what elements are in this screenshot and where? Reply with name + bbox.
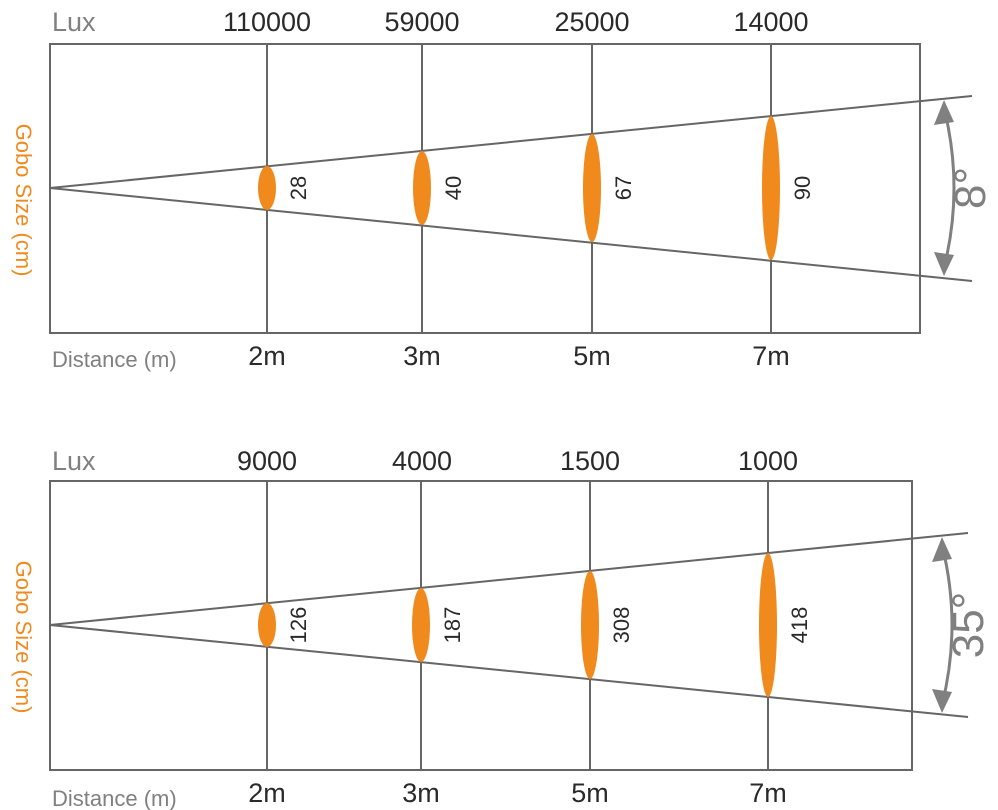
lux-value-2m: 110000 [223, 7, 311, 37]
gobo-size-7m: 90 [790, 176, 815, 200]
lux-value-7m: 1000 [738, 446, 798, 476]
beam-angle-label: 35° [944, 592, 993, 659]
y-axis-label: Gobo Size (cm) [11, 561, 36, 714]
lux-header: Lux [52, 446, 96, 476]
gobo-spot-5m [581, 571, 599, 679]
y-axis-label: Gobo Size (cm) [11, 124, 36, 277]
x-axis-label: Distance (m) [52, 347, 177, 372]
gobo-size-2m: 126 [286, 607, 311, 644]
gobo-size-5m: 67 [611, 176, 636, 200]
gobo-spot-7m [759, 553, 777, 697]
distance-label-2m: 2m [248, 778, 286, 808]
distance-label-7m: 7m [749, 778, 787, 808]
gobo-spot-2m [258, 166, 276, 210]
angle-arrow [932, 537, 954, 713]
chart-35deg: Lux 9000 4000 1500 1000 Gobo Size (cm) 1… [11, 446, 993, 810]
gobo-size-2m: 28 [286, 176, 311, 200]
lux-header: Lux [52, 7, 96, 37]
beam-lower-edge [49, 624, 969, 718]
gobo-spot-3m [413, 151, 431, 225]
lux-value-2m: 9000 [237, 446, 297, 476]
chart-frame [49, 480, 913, 771]
lux-value-5m: 25000 [554, 7, 629, 37]
beam-upper-edge [49, 532, 969, 626]
lux-value-5m: 1500 [560, 446, 620, 476]
gobo-size-3m: 40 [441, 176, 466, 200]
gobo-spot-2m [258, 603, 276, 647]
x-axis-label: Distance (m) [52, 786, 177, 810]
beam-angle-label: 8° [946, 167, 995, 209]
gobo-size-5m: 308 [609, 607, 634, 644]
beam-upper-edge [49, 95, 973, 189]
angle-arrow [934, 100, 956, 276]
distance-label-5m: 5m [571, 778, 609, 808]
gobo-spot-5m [583, 134, 601, 242]
chart-8deg: Lux 110000 59000 25000 14000 Gobo Size (… [11, 7, 995, 372]
lux-value-3m: 59000 [384, 7, 459, 37]
distance-label-2m: 2m [248, 341, 286, 371]
gobo-spot-3m [412, 588, 430, 662]
gobo-spot-7m [762, 116, 780, 260]
distance-label-7m: 7m [752, 341, 790, 371]
distance-label-3m: 3m [402, 778, 440, 808]
lux-value-7m: 14000 [733, 7, 808, 37]
gobo-size-3m: 187 [440, 607, 465, 644]
lux-value-3m: 4000 [392, 446, 452, 476]
beam-lower-edge [49, 187, 973, 282]
distance-label-3m: 3m [403, 341, 441, 371]
distance-label-5m: 5m [573, 341, 611, 371]
gobo-size-7m: 418 [787, 607, 812, 644]
